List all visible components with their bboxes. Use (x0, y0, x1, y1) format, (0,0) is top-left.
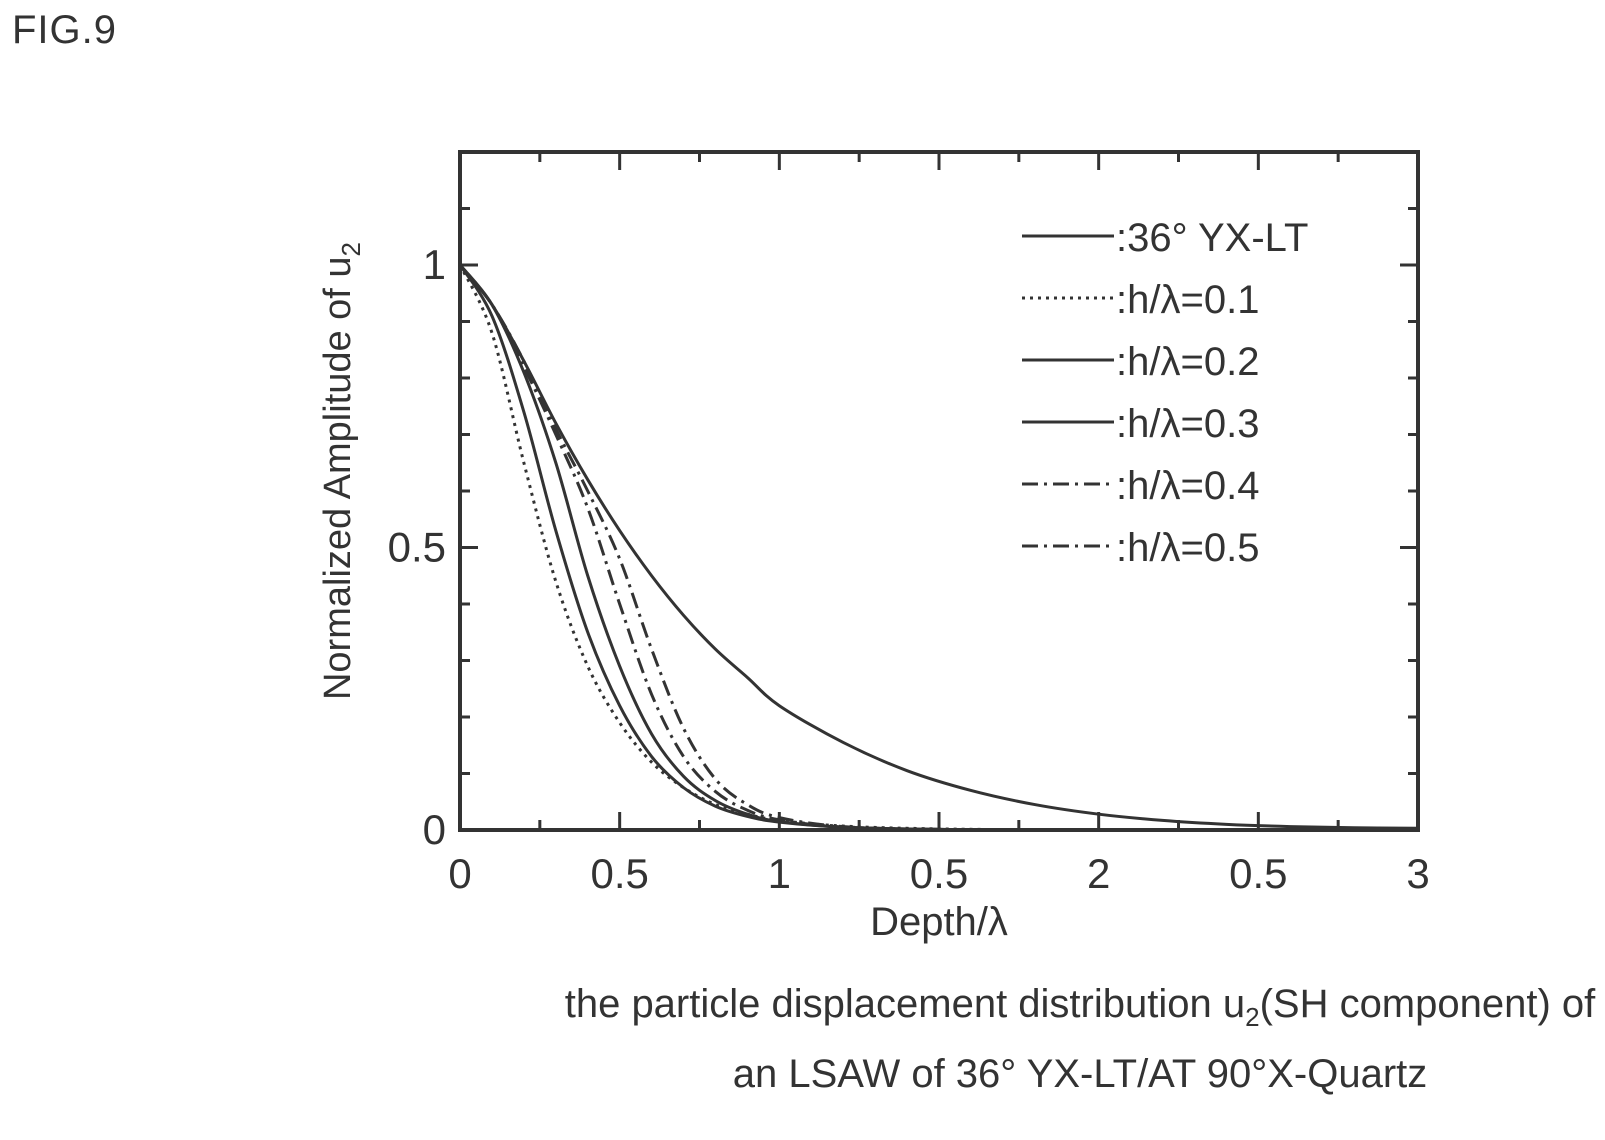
legend-label-3: :h/λ=0.2 (1116, 340, 1259, 384)
y-tick-label: 0.5 (388, 524, 446, 571)
series-line-4 (458, 264, 1419, 832)
series-line-5 (458, 264, 1419, 832)
y-tick-label: 1 (423, 241, 446, 288)
y-axis-label: Normalized Amplitude of u2 (317, 242, 366, 700)
line-chart: 0 0.5 1 0.5 2 0.5 3 00.51 Depth/λ Normalized A… (317, 150, 1430, 944)
legend-label-4: :h/λ=0.3 (1116, 402, 1259, 446)
legend-label-1: :36° YX-LT (1116, 216, 1308, 260)
series-line-3 (458, 264, 1419, 832)
x-tick-label: 2 (1087, 850, 1110, 897)
x-axis-label: Depth/λ (870, 900, 1008, 944)
series-line-2 (458, 264, 1419, 832)
series-lines (458, 264, 1419, 832)
caption-line-2: an LSAW of 36° YX-LT/AT 90°X-Quartz (732, 1052, 1428, 1096)
x-tick-label: 1 (768, 850, 791, 897)
caption-subscript: 2 (1245, 1002, 1260, 1032)
x-tick-label: 0 (448, 850, 471, 897)
y-tick-label: 0 (423, 806, 446, 853)
caption-line-1: the particle displacement distribution u… (560, 982, 1600, 1033)
legend-label-6: :h/λ=0.5 (1116, 526, 1259, 570)
y-axis-label-main: Normalized Amplitude of u (317, 256, 359, 700)
y-tick-labels: 00.51 (388, 241, 446, 853)
legend-label-2: :h/λ=0.1 (1116, 278, 1259, 322)
x-tick-label: 0.5 (910, 850, 968, 897)
x-tick-label: 3 (1406, 850, 1429, 897)
series-line-1 (458, 264, 1419, 830)
caption-text-b: (SH component) of (1259, 982, 1596, 1026)
plot-frame (458, 150, 1420, 832)
series-line-6 (458, 264, 1419, 832)
caption-text-a: the particle displacement distribution u (564, 982, 1246, 1026)
x-tick-label: 0.5 (590, 850, 648, 897)
x-tick-labels: 0 0.5 1 0.5 2 0.5 3 (448, 850, 1429, 897)
figure-label: FIG.9 (12, 8, 118, 52)
x-tick-label: 0.5 (1229, 850, 1287, 897)
legend-label-5: :h/λ=0.4 (1116, 464, 1259, 508)
legend: :36° YX-LT :h/λ=0.1 :h/λ=0.2 :h/λ=0.3 :h/λ=0… (1022, 216, 1308, 570)
y-axis-label-subscript: 2 (336, 242, 366, 256)
